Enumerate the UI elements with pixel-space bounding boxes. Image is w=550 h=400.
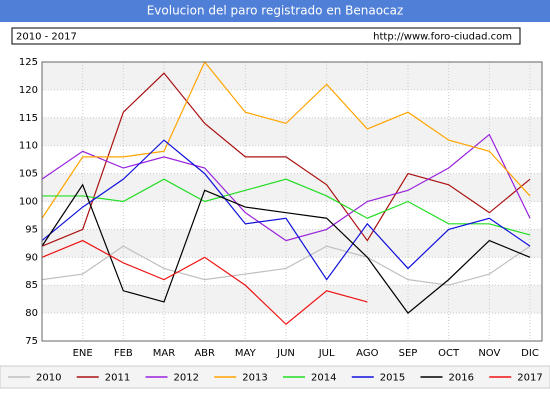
y-tick-label: 85 [25,280,38,291]
plot-border [41,61,543,342]
series-line [42,178,531,236]
series-line [41,139,531,281]
legend-label: 2017 [517,373,542,384]
x-tick-label: AGO [356,348,378,359]
series-line [41,183,531,314]
y-tick-label: 115 [19,113,38,124]
y-tick-label: 110 [19,141,38,152]
header-box [11,27,521,45]
x-tick-label: ABR [194,348,215,359]
legend-label: 2013 [242,373,267,384]
series-line [41,245,531,286]
band [42,117,542,146]
band [42,229,542,258]
y-tick-label: 75 [25,336,38,347]
x-tick-label: FEB [114,348,133,359]
chart-title: Evolucion del paro registrado en Benaoca… [147,4,404,18]
y-tick-label: 100 [19,197,38,208]
band [42,173,542,202]
y-tick-label: 125 [19,57,38,68]
x-tick-label: SEP [399,348,418,359]
legend-label: 2016 [449,373,474,384]
legend-label: 2010 [36,373,61,384]
series-line [41,133,531,242]
y-tick-label: 105 [19,169,38,180]
y-tick-label: 80 [25,308,38,319]
x-tick-label: JUN [276,348,295,359]
legend-label: 2011 [105,373,130,384]
legend-label: 2012 [174,373,199,384]
band [42,62,542,90]
band [42,285,542,314]
x-tick-label: NOV [478,348,500,359]
x-tick-label: OCT [438,348,460,359]
period: 2010 - 2017 [16,32,77,43]
y-tick-label: 95 [25,224,38,235]
y-tick-label: 120 [19,85,38,96]
legend-label: 2015 [380,373,405,384]
title-bar [0,0,550,22]
x-tick-label: MAR [153,348,175,359]
source: http://www.foro-ciudad.com [373,32,512,43]
legend-label: 2014 [311,373,336,384]
series-line [41,60,531,219]
series-line [41,239,368,326]
x-tick-label: ENE [73,348,93,359]
legend-box [0,365,550,389]
y-tick-label: 90 [25,252,38,263]
x-tick-label: DIC [521,348,539,359]
x-tick-label: MAY [235,348,257,359]
series-line [41,72,531,247]
x-tick-label: JUL [318,348,335,359]
